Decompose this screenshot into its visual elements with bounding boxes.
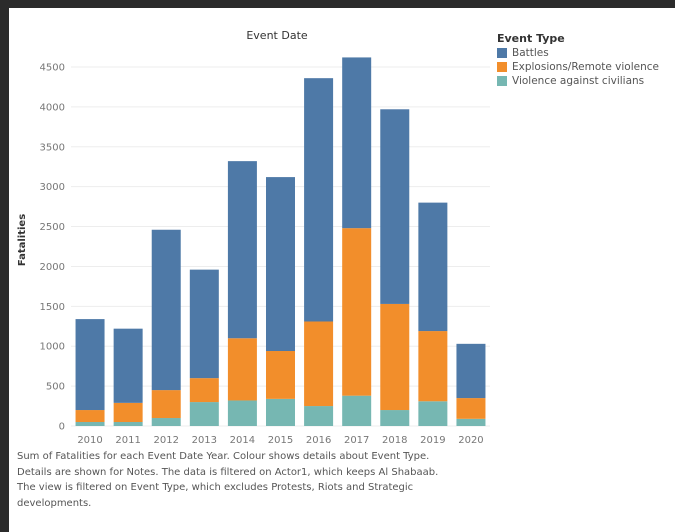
bar-segment[interactable] xyxy=(227,161,257,339)
legend: Event Type Battles Explosions/Remote viol… xyxy=(497,32,659,88)
stacked-bar-chart: 0 500 1000 1500 2000 2500 3000 3500 4000 4500 2010… xyxy=(17,29,490,446)
y-tick-label: 3000 xyxy=(40,182,65,193)
bar-segment[interactable] xyxy=(304,321,334,407)
y-tick-label: 3500 xyxy=(40,142,65,153)
bar-segment[interactable] xyxy=(456,343,486,399)
x-tick-label: 2017 xyxy=(344,435,369,446)
bar-segment[interactable] xyxy=(342,228,372,396)
bar-segment[interactable] xyxy=(380,303,410,411)
bar-segment[interactable] xyxy=(151,390,181,419)
bar-segment[interactable] xyxy=(151,418,181,426)
bar-segment[interactable] xyxy=(266,177,295,352)
legend-label: Violence against civilians xyxy=(512,75,645,87)
bar-segment[interactable] xyxy=(456,418,486,426)
bar-segment[interactable] xyxy=(189,269,219,379)
bar-segment[interactable] xyxy=(380,109,410,304)
x-tick-label: 2011 xyxy=(115,435,140,446)
legend-label: Battles xyxy=(512,47,549,59)
chart-title: Event Date xyxy=(246,29,308,42)
bar-segment[interactable] xyxy=(189,378,219,403)
bar-segment[interactable] xyxy=(227,400,257,426)
bar-segment[interactable] xyxy=(380,410,410,426)
y-tick-label: 500 xyxy=(46,382,65,393)
x-tick-label: 2016 xyxy=(306,435,331,446)
chart-frame: 0 500 1000 1500 2000 2500 3000 3500 4000 4500 2010… xyxy=(9,8,675,532)
bar-segment[interactable] xyxy=(75,422,105,426)
x-tick-label: 2019 xyxy=(420,435,445,446)
bar-segment[interactable] xyxy=(342,395,372,426)
legend-swatch xyxy=(497,62,507,72)
bar-segment[interactable] xyxy=(342,57,372,229)
y-tick-label: 1000 xyxy=(40,342,65,353)
bar-segment[interactable] xyxy=(75,319,105,411)
legend-label: Explosions/Remote violence xyxy=(512,61,659,73)
legend-item[interactable]: Explosions/Remote violence xyxy=(497,60,659,74)
bar-segment[interactable] xyxy=(113,422,143,426)
bar-segment[interactable] xyxy=(113,402,143,423)
bar-segment[interactable] xyxy=(418,401,448,426)
y-tick-label: 2000 xyxy=(40,262,65,273)
bar-segment[interactable] xyxy=(113,328,143,403)
legend-title: Event Type xyxy=(497,32,565,45)
x-tick-label: 2020 xyxy=(458,435,483,446)
legend-swatch xyxy=(497,48,507,58)
legend-item[interactable]: Battles xyxy=(497,46,659,60)
legend-item[interactable]: Violence against civilians xyxy=(497,74,659,88)
y-tick-label: 4500 xyxy=(40,63,65,74)
x-tick-label: 2018 xyxy=(382,435,407,446)
bar-segment[interactable] xyxy=(304,78,334,322)
legend-swatch xyxy=(497,76,507,86)
y-tick-label: 2500 xyxy=(40,222,65,233)
bar-segment[interactable] xyxy=(418,202,448,332)
x-tick-label: 2010 xyxy=(77,435,102,446)
caption-line: Sum of Fatalities for each Event Date Ye… xyxy=(17,451,430,462)
bar-segment[interactable] xyxy=(266,398,295,426)
x-tick-label: 2015 xyxy=(268,435,293,446)
bar-segment[interactable] xyxy=(189,402,219,426)
bar-segment[interactable] xyxy=(456,398,486,419)
caption-line: The view is filtered on Event Type, whic… xyxy=(17,482,414,493)
caption-line: Details are shown for Notes. The data is… xyxy=(17,466,439,478)
chart-caption: Sum of Fatalities for each Event Date Ye… xyxy=(17,449,487,511)
x-tick-label: 2012 xyxy=(154,435,179,446)
bar-segment[interactable] xyxy=(75,410,105,423)
bar-segment[interactable] xyxy=(304,406,334,426)
caption-line: developments. xyxy=(17,497,92,509)
bar-segment[interactable] xyxy=(418,331,448,402)
bar-segment[interactable] xyxy=(266,351,295,399)
y-tick-label: 1500 xyxy=(40,302,65,313)
y-tick-label: 4000 xyxy=(40,102,65,113)
bar-segment[interactable] xyxy=(227,338,257,401)
y-tick-label: 0 xyxy=(59,422,65,433)
bar-segment[interactable] xyxy=(151,229,181,391)
x-tick-label: 2014 xyxy=(230,435,255,446)
x-tick-label: 2013 xyxy=(192,435,217,446)
y-axis-label: Fatalities xyxy=(17,214,28,266)
